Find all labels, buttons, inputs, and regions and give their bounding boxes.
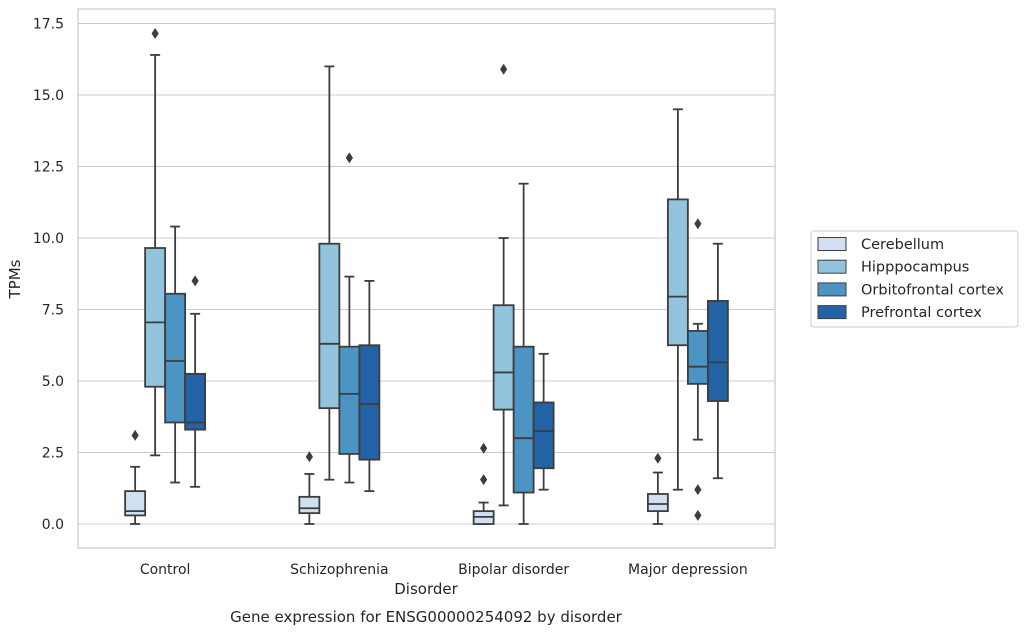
box-groups <box>124 28 729 525</box>
legend-swatch <box>817 282 847 297</box>
iqr-box <box>338 345 361 455</box>
outlier-point <box>131 429 139 441</box>
box-orbitofrontal-cortex-bipolar-disorder <box>512 182 535 525</box>
x-tick-labels: Control Schizophrenia Bipolar disorder Majo… <box>140 562 748 578</box>
iqr-box <box>512 345 535 494</box>
outlier-point <box>305 451 313 463</box>
x-tick-label: Control <box>140 562 191 578</box>
box-cerebellum-bipolar-disorder <box>472 442 495 525</box>
iqr-box <box>666 198 689 347</box>
box-cerebellum-schizophrenia <box>298 451 321 525</box>
x-tick-label: Bipolar disorder <box>458 562 569 578</box>
outlier-point <box>694 218 702 230</box>
y-tick-label: 10.0 <box>33 231 64 247</box>
y-tick-label: 12.5 <box>33 160 64 176</box>
legend-label: Hipppocampus <box>861 260 969 276</box>
iqr-box <box>686 330 709 385</box>
iqr-box <box>164 292 187 424</box>
x-tick-label: Schizophrenia <box>290 562 388 578</box>
box-hipppocampus-bipolar-disorder <box>492 63 515 507</box>
y-tick-label: 17.5 <box>33 17 64 33</box>
outlier-point <box>500 63 508 75</box>
box-hipppocampus-schizophrenia <box>318 65 341 481</box>
iqr-box <box>184 372 207 431</box>
y-tick-label: 2.5 <box>42 446 64 462</box>
y-tick-label: 7.5 <box>42 303 64 319</box>
iqr-box <box>124 490 147 517</box>
y-axis-label: TPMs <box>6 259 24 299</box>
legend-swatch <box>817 237 847 251</box>
iqr-box <box>298 495 321 515</box>
box-cerebellum-control <box>124 429 147 525</box>
outlier-point <box>654 452 662 464</box>
y-tick-labels: 0.0 2.5 5.0 7.5 10.0 12.5 15.0 17.5 <box>33 17 64 534</box>
legend-swatch <box>817 305 847 320</box>
y-tick-label: 0.0 <box>42 517 64 533</box>
iqr-box <box>706 300 729 402</box>
box-prefrontal-cortex-control <box>184 275 207 488</box>
box-hipppocampus-control <box>144 28 167 457</box>
outlier-point <box>694 509 702 521</box>
box-prefrontal-cortex-bipolar-disorder <box>532 352 555 491</box>
legend-frame <box>810 230 1019 328</box>
outlier-point <box>480 442 488 454</box>
iqr-box <box>358 344 381 461</box>
x-axis-label: Disorder <box>394 580 458 598</box>
outlier-point <box>191 275 199 287</box>
legend-swatch <box>817 259 847 274</box>
outlier-point <box>480 474 488 486</box>
plot-frame <box>77 8 776 549</box>
legend-label: Cerebellum <box>861 237 944 253</box>
outlier-point <box>151 28 159 40</box>
iqr-box <box>646 493 669 513</box>
legend-label: Orbitofrontal cortex <box>861 282 1004 298</box>
iqr-box <box>492 304 515 411</box>
box-orbitofrontal-cortex-control <box>164 225 187 484</box>
box-orbitofrontal-cortex-schizophrenia <box>338 152 361 484</box>
x-tick-label: Major depression <box>628 562 748 578</box>
box-prefrontal-cortex-major-depression <box>706 242 729 480</box>
box-hipppocampus-major-depression <box>666 108 689 491</box>
box-prefrontal-cortex-schizophrenia <box>358 279 381 493</box>
legend: Cerebellum Hipppocampus Orbitofrontal cort… <box>810 230 1019 328</box>
chart-caption: Gene expression for ENSG00000254092 by d… <box>230 608 623 626</box>
iqr-box <box>318 242 341 410</box>
y-tick-label: 5.0 <box>42 374 64 390</box>
legend-label: Prefrontal cortex <box>861 305 982 321</box>
outlier-point <box>345 152 353 164</box>
box-cerebellum-major-depression <box>646 452 669 525</box>
box-orbitofrontal-cortex-major-depression <box>686 218 709 521</box>
outlier-point <box>694 484 702 496</box>
y-tick-label: 15.0 <box>33 88 64 104</box>
iqr-box <box>532 401 555 470</box>
iqr-box <box>144 247 167 388</box>
